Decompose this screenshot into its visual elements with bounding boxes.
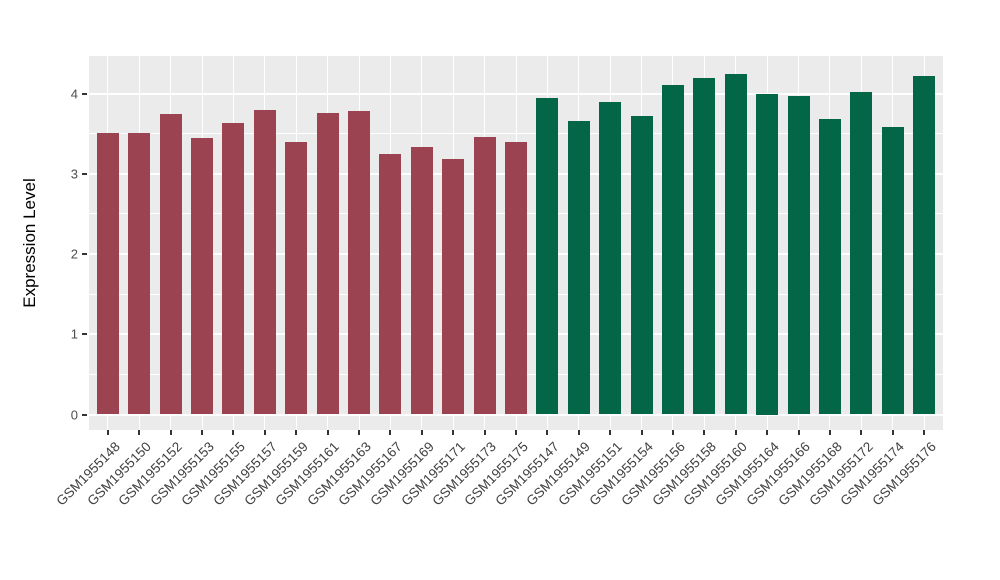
y-tick-mark	[82, 253, 87, 255]
major-gridline	[89, 413, 943, 416]
bar-GSM1955169	[410, 147, 433, 415]
y-tick-label: 2	[70, 246, 78, 262]
bar-GSM1955164	[756, 93, 779, 415]
bar-GSM1955171	[442, 158, 465, 415]
bar-GSM1955163	[348, 111, 370, 415]
bar-GSM1955173	[473, 136, 496, 415]
bar-GSM1955156	[661, 84, 684, 415]
x-tick-mark	[515, 430, 517, 435]
major-gridline	[89, 92, 943, 95]
x-tick-mark	[734, 430, 737, 435]
x-tick-mark	[828, 430, 831, 435]
bar-GSM1955167	[379, 154, 402, 415]
bar-GSM1955148	[96, 132, 119, 415]
minor-gridline	[89, 133, 943, 135]
y-axis-title: Expression Level	[20, 178, 39, 308]
x-tick-mark	[609, 430, 612, 435]
bar-GSM1955174	[881, 127, 904, 415]
x-tick-mark	[263, 430, 266, 435]
bar-GSM1955147	[536, 97, 559, 415]
x-tick-mark	[326, 430, 329, 435]
x-tick-mark	[860, 430, 863, 435]
y-tick-label: 0	[70, 407, 78, 422]
x-tick-mark	[295, 430, 298, 435]
bar-GSM1955172	[850, 91, 873, 415]
x-tick-mark	[797, 430, 800, 435]
x-tick-mark	[640, 430, 643, 435]
bar-GSM1955149	[567, 120, 590, 415]
x-tick-mark	[671, 430, 674, 435]
x-tick-mark	[169, 430, 172, 435]
x-tick-mark	[483, 430, 486, 435]
bar-GSM1955158	[693, 78, 716, 415]
bar-GSM1955155	[222, 123, 245, 415]
y-tick-mark	[82, 92, 87, 95]
x-tick-mark	[420, 430, 423, 435]
y-tick-mark	[82, 413, 87, 416]
bar-GSM1955150	[128, 132, 151, 415]
bar-GSM1955152	[159, 114, 182, 415]
bar-GSM1955151	[599, 101, 622, 415]
y-tick-label: 4	[70, 86, 78, 101]
bar-GSM1955176	[913, 75, 936, 415]
y-tick-mark	[82, 333, 87, 336]
x-tick-mark	[891, 430, 894, 435]
bar-GSM1955161	[316, 112, 339, 415]
x-tick-mark	[138, 430, 141, 435]
x-tick-mark	[577, 430, 580, 435]
y-tick-label: 1	[70, 326, 78, 342]
x-tick-mark	[358, 430, 360, 435]
bar-GSM1955154	[630, 115, 653, 415]
x-tick-mark	[201, 430, 204, 435]
x-tick-mark	[923, 430, 926, 435]
x-tick-mark	[546, 430, 549, 435]
plot-panel	[89, 56, 943, 430]
bar-GSM1955160	[724, 74, 747, 415]
x-tick-mark	[389, 430, 392, 435]
bar-GSM1955175	[505, 142, 527, 415]
x-tick-mark	[766, 430, 769, 435]
x-tick-mark	[106, 430, 109, 435]
x-tick-mark	[703, 430, 706, 435]
x-tick-mark	[232, 430, 235, 435]
bar-GSM1955157	[253, 109, 276, 415]
y-tick-mark	[82, 172, 87, 175]
bar-GSM1955166	[787, 95, 810, 415]
y-tick-label: 3	[70, 166, 78, 182]
x-tick-mark	[452, 430, 455, 435]
bar-GSM1955168	[818, 119, 841, 415]
bar-GSM1955153	[191, 137, 214, 415]
bar-GSM1955159	[285, 141, 308, 415]
